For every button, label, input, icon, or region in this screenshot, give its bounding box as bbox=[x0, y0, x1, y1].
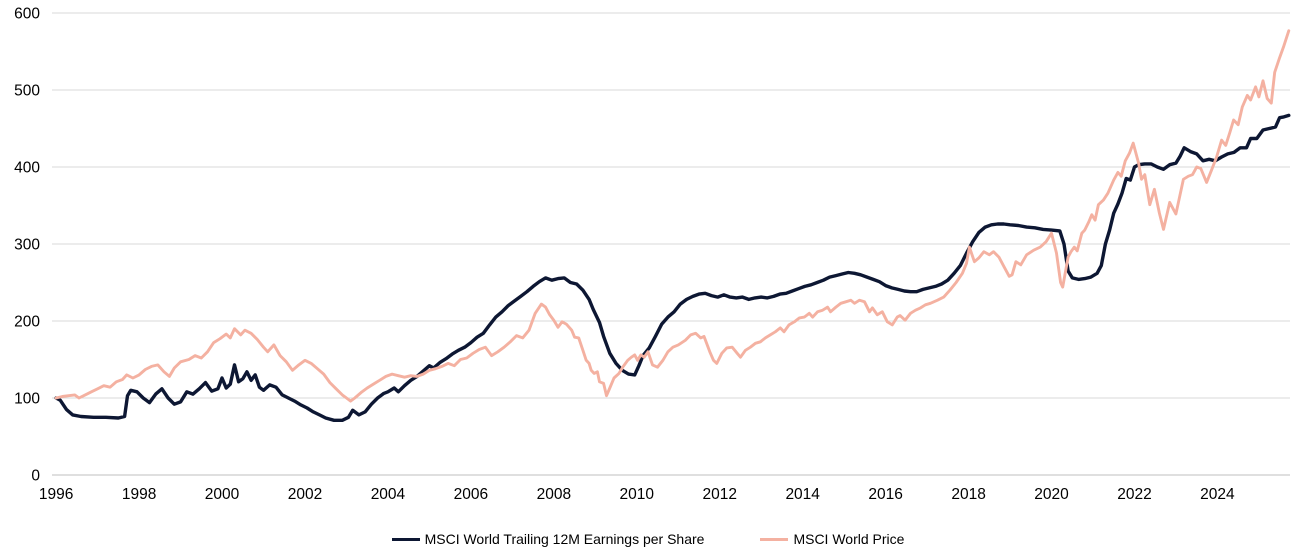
x-tick-label-2024: 2024 bbox=[1200, 486, 1235, 503]
y-tick-label-0: 0 bbox=[31, 468, 40, 485]
x-tick-label-2012: 2012 bbox=[702, 486, 736, 503]
x-tick-label-2006: 2006 bbox=[454, 486, 488, 503]
price-series-line bbox=[54, 29, 1291, 403]
legend-label-price: MSCI World Price bbox=[793, 531, 905, 547]
x-tick-label-1996: 1996 bbox=[39, 486, 73, 503]
legend-item-price: MSCI World Price bbox=[760, 532, 904, 546]
y-tick-label-400: 400 bbox=[14, 160, 40, 177]
y-tick-label-200: 200 bbox=[14, 314, 40, 331]
x-tick-label-2008: 2008 bbox=[537, 486, 571, 503]
legend-label-eps: MSCI World Trailing 12M Earnings per Sha… bbox=[424, 531, 705, 547]
x-tick-label-2004: 2004 bbox=[371, 486, 406, 503]
gridlines bbox=[52, 12, 1290, 476]
series-lines bbox=[54, 29, 1291, 422]
eps-series-line bbox=[54, 113, 1291, 422]
x-tick-label-2022: 2022 bbox=[1117, 486, 1151, 503]
y-axis-labels: 0 100 200 300 400 500 600 bbox=[14, 6, 40, 485]
x-tick-label-2010: 2010 bbox=[620, 486, 655, 503]
x-tick-label-2020: 2020 bbox=[1034, 486, 1069, 503]
x-tick-label-2000: 2000 bbox=[205, 486, 240, 503]
x-tick-label-1998: 1998 bbox=[122, 486, 156, 503]
chart-legend: MSCI World Trailing 12M Earnings per Sha… bbox=[0, 526, 1296, 552]
y-tick-label-300: 300 bbox=[14, 237, 40, 254]
y-tick-label-600: 600 bbox=[14, 6, 40, 23]
x-axis-labels: 1996 1998 2000 2002 2004 2006 2008 2010 2012 2014… bbox=[39, 486, 1235, 503]
x-tick-label-2014: 2014 bbox=[785, 486, 820, 503]
price-line-swatch bbox=[760, 537, 789, 541]
y-tick-label-100: 100 bbox=[14, 391, 40, 408]
y-tick-label-500: 500 bbox=[14, 83, 40, 100]
x-tick-label-2016: 2016 bbox=[868, 486, 902, 503]
eps-line-swatch bbox=[391, 537, 420, 541]
x-tick-label-2002: 2002 bbox=[288, 486, 322, 503]
legend-item-eps: MSCI World Trailing 12M Earnings per Sha… bbox=[391, 531, 705, 547]
x-tick-label-2018: 2018 bbox=[951, 486, 985, 503]
